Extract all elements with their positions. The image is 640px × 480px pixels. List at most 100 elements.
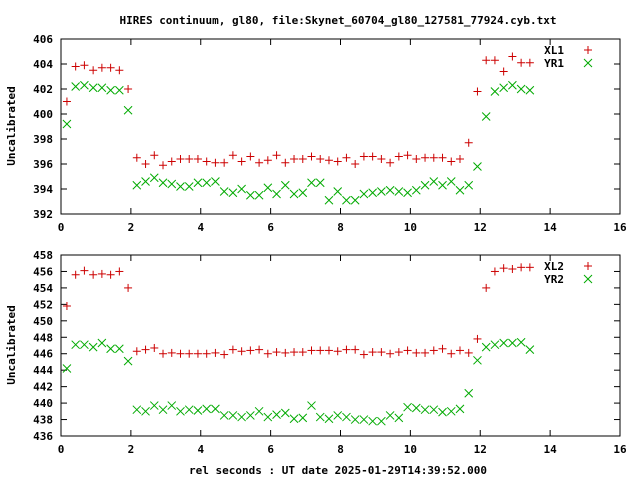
data-point [80, 61, 89, 70]
data-point [421, 153, 430, 162]
data-point [438, 344, 447, 353]
x-tick-label: 12 [474, 443, 487, 456]
data-point [289, 189, 299, 199]
x-tick-label: 8 [337, 443, 344, 456]
chart-title: HIRES continuum, gl80, file:Skynet_60704… [119, 14, 556, 27]
data-point [176, 155, 185, 163]
data-point [473, 334, 482, 343]
data-point [385, 185, 395, 195]
data-point [350, 195, 360, 205]
y-tick-label: 404 [33, 58, 53, 71]
data-point [62, 119, 72, 129]
y-tick-label: 442 [33, 381, 53, 394]
legend-marker [583, 58, 593, 68]
data-point [237, 412, 246, 422]
plot-frame [60, 38, 621, 215]
data-point [141, 177, 150, 186]
data-point [193, 406, 203, 415]
x-tick-label: 4 [197, 443, 204, 456]
data-point [272, 151, 281, 160]
data-point [377, 348, 386, 357]
y-tick-label: 452 [33, 298, 53, 311]
data-point [342, 153, 351, 162]
data-point [446, 406, 456, 416]
data-point [255, 158, 264, 167]
data-point [508, 52, 517, 61]
x-tick-label: 16 [613, 443, 627, 456]
data-point [386, 158, 395, 167]
data-point [167, 401, 177, 410]
data-point [202, 349, 211, 358]
data-point [368, 188, 377, 198]
data-point [150, 151, 159, 160]
y-tick-label: 406 [33, 33, 53, 46]
data-point [516, 84, 526, 94]
data-point [106, 85, 115, 95]
x-tick-label: 16 [613, 221, 627, 234]
data-point [490, 56, 499, 65]
data-point [516, 337, 526, 347]
x-tick-label: 6 [267, 221, 274, 234]
data-point [228, 188, 238, 198]
data-point [263, 349, 272, 358]
data-point [211, 404, 220, 414]
data-point [490, 267, 499, 276]
y-tick-label: 400 [33, 108, 53, 121]
legend-marker [584, 46, 592, 54]
data-point [438, 180, 447, 190]
y-tick-label: 396 [33, 158, 53, 171]
data-point [394, 348, 403, 357]
data-point [114, 85, 124, 95]
y-tick-label: 440 [33, 397, 53, 410]
data-point [132, 347, 141, 356]
data-point [219, 187, 229, 196]
data-point [185, 155, 194, 163]
data-point [429, 153, 438, 162]
data-point [246, 346, 255, 355]
x-tick-label: 2 [128, 443, 135, 456]
data-point [377, 155, 386, 163]
data-point [80, 340, 89, 350]
data-point [464, 388, 474, 398]
data-point [307, 346, 316, 355]
data-point [350, 415, 360, 424]
data-point [403, 151, 412, 160]
data-point [508, 338, 517, 348]
data-point [403, 346, 412, 355]
data-point [499, 83, 509, 93]
data-point [88, 83, 98, 93]
data-point [123, 356, 133, 366]
bottom-plot: Uncalibrated 436 438 440 442 444 446 448 450 452 4… [5, 249, 627, 456]
x-tick-label: 0 [58, 443, 65, 456]
data-point [455, 185, 465, 195]
data-point [62, 302, 71, 311]
data-point [351, 345, 360, 354]
data-point [124, 283, 133, 292]
data-point [220, 158, 229, 167]
y-tick-label: 394 [33, 183, 53, 196]
data-point [89, 66, 98, 75]
data-point [114, 344, 124, 354]
data-point [411, 403, 421, 413]
data-point [490, 87, 500, 96]
data-point [106, 270, 115, 279]
data-point [438, 153, 447, 162]
data-point [89, 270, 98, 279]
data-point [342, 412, 351, 422]
data-point [202, 178, 212, 188]
data-point [246, 190, 255, 200]
y-tick-label: 448 [33, 331, 53, 344]
data-point [307, 152, 316, 161]
data-point [254, 406, 264, 416]
data-point [211, 158, 220, 167]
data-point [298, 188, 308, 198]
data-point [71, 340, 81, 350]
data-point [290, 155, 299, 163]
data-point [464, 180, 474, 190]
plot-frame [60, 254, 621, 437]
data-point [324, 346, 333, 355]
data-point [272, 410, 281, 419]
y-tick-label: 402 [33, 83, 53, 96]
data-point [263, 156, 272, 165]
